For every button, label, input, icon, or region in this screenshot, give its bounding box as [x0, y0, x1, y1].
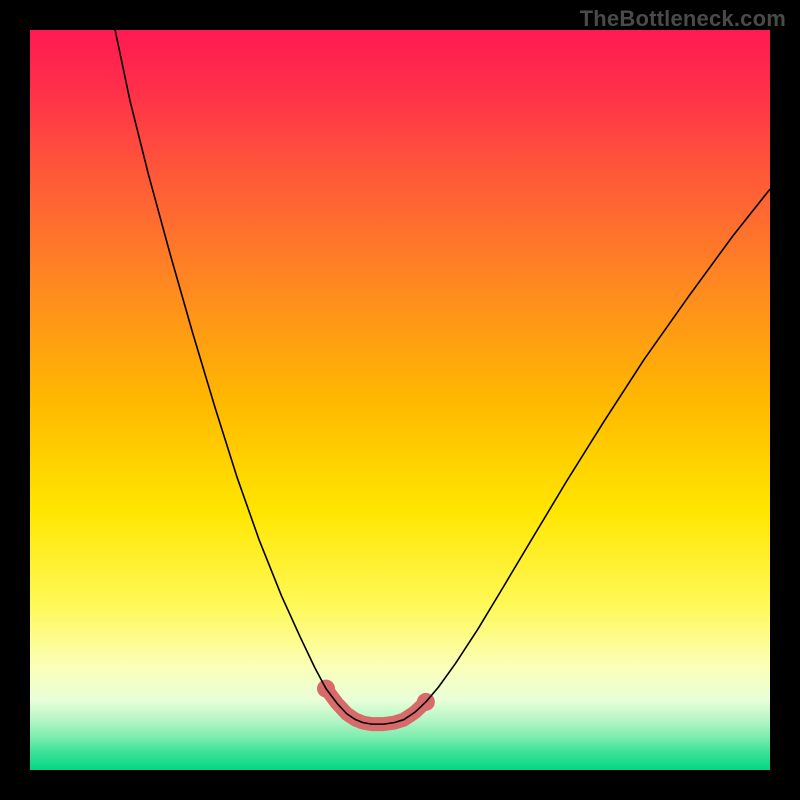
watermark-text: TheBottleneck.com	[580, 6, 786, 32]
plot-background	[30, 30, 770, 770]
chart-svg	[0, 0, 800, 800]
chart-stage: TheBottleneck.com	[0, 0, 800, 800]
